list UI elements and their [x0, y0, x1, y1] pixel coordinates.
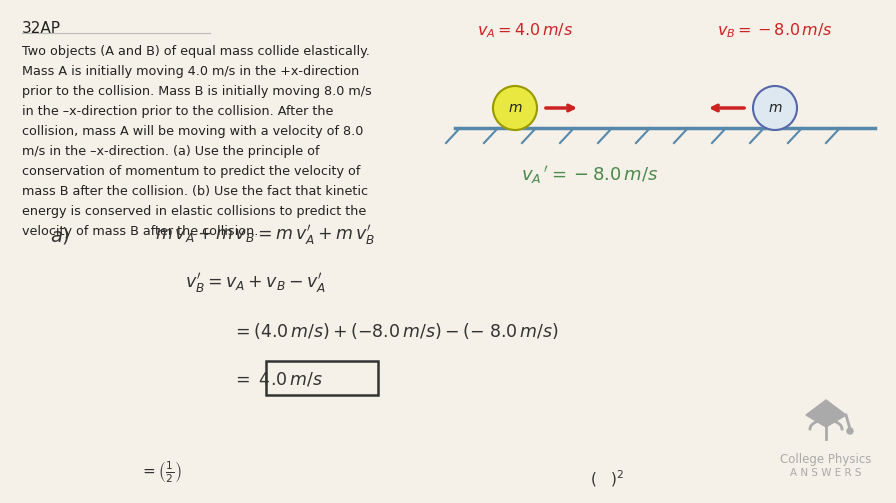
Circle shape: [493, 86, 537, 130]
Circle shape: [847, 428, 853, 434]
Text: Mass A is initially moving 4.0 m/s in the +x-direction: Mass A is initially moving 4.0 m/s in th…: [22, 65, 359, 78]
Text: $v_B' = v_A + v_B - v_A'$: $v_B' = v_A + v_B - v_A'$: [185, 271, 326, 295]
Text: $\mathit{v}_A = 4.0\,\mathit{m/s}$: $\mathit{v}_A = 4.0\,\mathit{m/s}$: [477, 21, 573, 40]
Text: $= \left(\frac{1}{2}\right)$: $= \left(\frac{1}{2}\right)$: [140, 459, 182, 485]
Text: prior to the collision. Mass B is initially moving 8.0 m/s: prior to the collision. Mass B is initia…: [22, 85, 372, 98]
Text: m: m: [768, 101, 781, 115]
Text: in the –x-direction prior to the collision. After the: in the –x-direction prior to the collisi…: [22, 105, 333, 118]
Text: m: m: [508, 101, 521, 115]
Text: Two objects (A and B) of equal mass collide elastically.: Two objects (A and B) of equal mass coll…: [22, 45, 370, 58]
Text: collision, mass A will be moving with a velocity of 8.0: collision, mass A will be moving with a …: [22, 125, 364, 138]
Text: $\mathit{a})$: $\mathit{a})$: [50, 224, 70, 245]
Text: $= \ 4.0\,m/s$: $= \ 4.0\,m/s$: [232, 370, 323, 388]
Text: A N S W E R S: A N S W E R S: [790, 468, 862, 478]
Text: $= (4.0\,m/s) + (-8.0\,m/s) - (-\ 8.0\,m/s)$: $= (4.0\,m/s) + (-8.0\,m/s) - (-\ 8.0\,m…: [232, 321, 559, 341]
Text: energy is conserved in elastic collisions to predict the: energy is conserved in elastic collision…: [22, 205, 366, 218]
Text: College Physics: College Physics: [780, 453, 872, 465]
Text: $\mathit{v}_A\,' = -8.0\,\mathit{m/s}$: $\mathit{v}_A\,' = -8.0\,\mathit{m/s}$: [521, 164, 659, 186]
Text: $\left(\quad\right)^2$: $\left(\quad\right)^2$: [590, 468, 625, 489]
Text: 32AP: 32AP: [22, 21, 61, 36]
Text: m/s in the –x-direction. (a) Use the principle of: m/s in the –x-direction. (a) Use the pri…: [22, 145, 320, 158]
Text: velocity of mass B after the collision.: velocity of mass B after the collision.: [22, 225, 258, 238]
Circle shape: [753, 86, 797, 130]
Text: $\mathit{v}_B = -8.0\,\mathit{m/s}$: $\mathit{v}_B = -8.0\,\mathit{m/s}$: [717, 21, 833, 40]
Polygon shape: [806, 400, 846, 427]
Text: mass B after the collision. (b) Use the fact that kinetic: mass B after the collision. (b) Use the …: [22, 185, 368, 198]
Text: conservation of momentum to predict the velocity of: conservation of momentum to predict the …: [22, 165, 360, 178]
Text: $m\,v_A + m\,v_B = m\,v_A' + m\,v_B'$: $m\,v_A + m\,v_B = m\,v_A' + m\,v_B'$: [155, 223, 375, 247]
